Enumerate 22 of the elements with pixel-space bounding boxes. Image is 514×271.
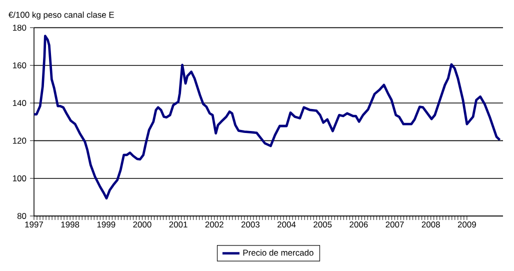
y-tick-label: 120 xyxy=(12,138,26,144)
line-series xyxy=(34,34,501,200)
y-tick-label: 80 xyxy=(17,213,26,219)
x-tick-label: 1997 xyxy=(25,222,43,228)
y-tick-label: 180 xyxy=(12,24,26,31)
y-axis-title: €/100 kg peso canal clase E xyxy=(8,12,114,20)
x-tick-label: 2008 xyxy=(422,222,440,228)
x-tick-label: 2004 xyxy=(278,222,296,228)
x-tick-label: 2000 xyxy=(133,222,152,228)
x-tick-label: 2001 xyxy=(169,222,188,228)
x-tick-label: 2009 xyxy=(458,222,476,228)
x-tick-label: 1998 xyxy=(61,222,80,228)
x-tick-label: 1999 xyxy=(97,222,116,228)
y-tick-label: 100 xyxy=(12,175,26,182)
x-tick-label: 2005 xyxy=(314,222,332,228)
x-tick-label: 2007 xyxy=(386,222,404,228)
x-tick-label: 2006 xyxy=(350,222,368,228)
legend-label: Precio de mercado xyxy=(243,249,314,256)
y-tick-label: 140 xyxy=(12,100,26,106)
x-tick-label: 2003 xyxy=(241,222,260,228)
x-tick-label: 2002 xyxy=(205,222,224,228)
y-tick-label: 160 xyxy=(12,62,26,68)
